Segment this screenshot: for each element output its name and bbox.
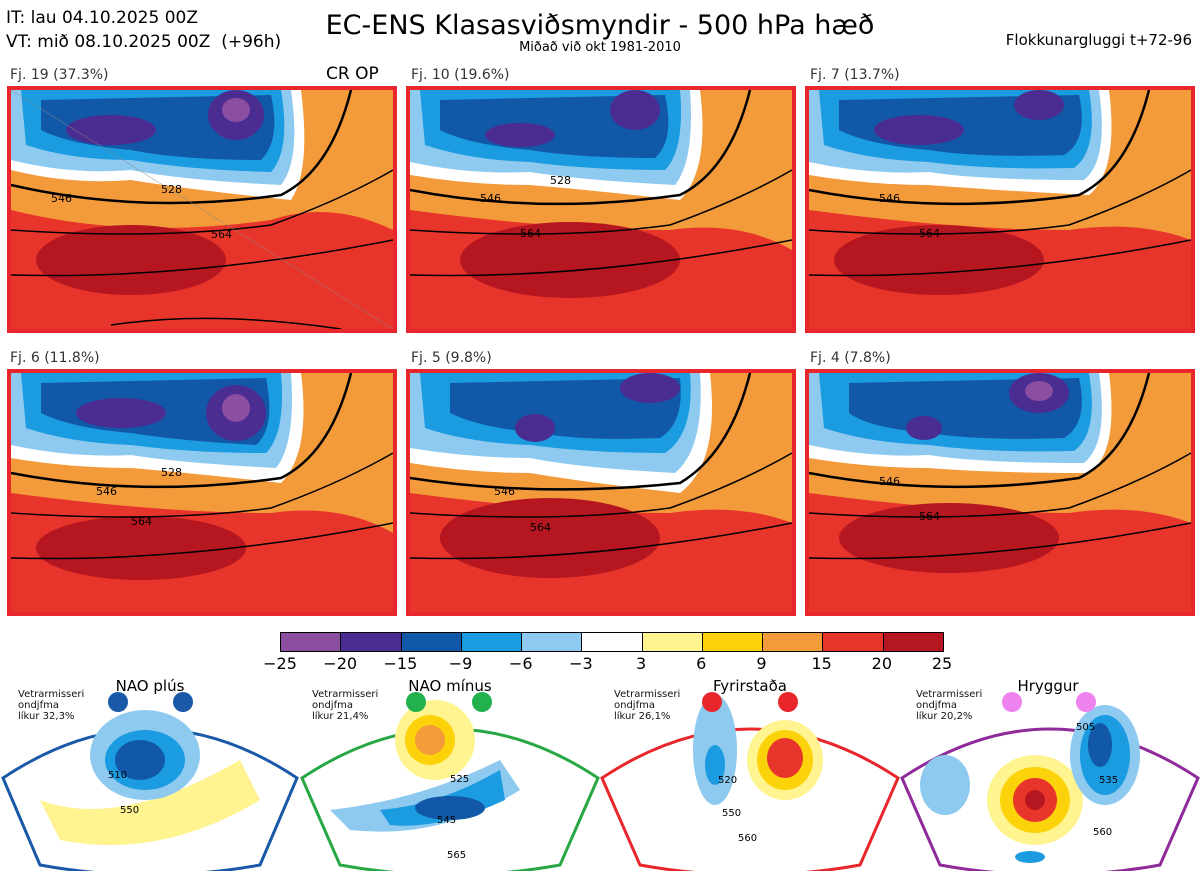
regime-contour-label: 525 bbox=[450, 774, 469, 785]
cluster-map-4: 528 546 564 bbox=[7, 369, 397, 616]
panel-label-3: Fj. 7 (13.7%) bbox=[810, 67, 900, 83]
colorbar-tick: −9 bbox=[448, 654, 473, 673]
page-subtitle: Miðað við okt 1981-2010 bbox=[519, 40, 681, 55]
colorbar-tick: 15 bbox=[811, 654, 832, 673]
regime-title-nao-minus: NAO mínus bbox=[408, 677, 492, 695]
panel-tag-1: CR OP bbox=[326, 64, 379, 84]
cluster-map-2: 528 546 564 bbox=[406, 86, 796, 333]
cluster-map-6: 546 564 bbox=[805, 369, 1195, 616]
colorbar bbox=[280, 632, 944, 652]
colorbar-swatch bbox=[522, 633, 583, 651]
regime-dot bbox=[173, 692, 193, 712]
classification-window: Flokkunargluggi t+72-96 bbox=[1005, 31, 1192, 49]
regime-map-nao-minus: 525 545 565 bbox=[300, 692, 600, 871]
panel-label-6: Fj. 4 (7.8%) bbox=[810, 350, 891, 366]
contour-label: 528 bbox=[161, 466, 182, 479]
colorbar-tick: −20 bbox=[323, 654, 358, 673]
colorbar-swatch bbox=[642, 633, 703, 651]
regime-dot bbox=[472, 692, 492, 712]
contour-label: 564 bbox=[530, 521, 551, 534]
regime-note-nao-minus: Vetrarmisseri ondjfma líkur 21,4% bbox=[312, 689, 379, 722]
colorbar-tick: −3 bbox=[569, 654, 593, 673]
colorbar-swatch bbox=[823, 633, 884, 651]
regime-contour-label: 510 bbox=[108, 770, 127, 781]
regime-dot bbox=[1076, 692, 1096, 712]
regime-contour-label: 545 bbox=[437, 815, 456, 826]
contour-label: 546 bbox=[494, 485, 515, 498]
regime-dot bbox=[778, 692, 798, 712]
contour-label: 564 bbox=[520, 227, 541, 240]
regime-note-blocking: Vetrarmisseri ondjfma líkur 26,1% bbox=[614, 689, 681, 722]
colorbar-swatch bbox=[582, 633, 643, 651]
regime-contour-label: 550 bbox=[722, 808, 741, 819]
panel-label-5: Fj. 5 (9.8%) bbox=[411, 350, 492, 366]
cluster-map-3: 546 564 bbox=[805, 86, 1195, 333]
regime-contour-label: 560 bbox=[1093, 827, 1112, 838]
regime-title-ridge: Hryggur bbox=[1017, 677, 1079, 695]
cluster-map-5: 546 564 bbox=[406, 369, 796, 616]
colorbar-swatch bbox=[341, 633, 402, 651]
colorbar-tick: 25 bbox=[931, 654, 953, 673]
contour-label: 546 bbox=[879, 192, 900, 205]
colorbar-tick: −25 bbox=[263, 654, 297, 673]
regime-contour-label: 560 bbox=[738, 833, 757, 844]
regime-contour-label: 550 bbox=[120, 805, 139, 816]
colorbar-tick: −15 bbox=[383, 654, 418, 673]
panel-label-4: Fj. 6 (11.8%) bbox=[10, 350, 100, 366]
colorbar-swatch bbox=[281, 633, 342, 651]
regime-contour-label: 505 bbox=[1076, 722, 1095, 733]
panel-label-1: Fj. 19 (37.3%) bbox=[10, 67, 109, 83]
regime-dot bbox=[702, 692, 722, 712]
colorbar-tick: −6 bbox=[508, 654, 533, 673]
regime-contour-label: 535 bbox=[1099, 775, 1118, 786]
valid-time: VT: mið 08.10.2025 00Z (+96h) bbox=[6, 32, 282, 52]
header-info: IT: lau 04.10.2025 00Z VT: mið 08.10.2025… bbox=[6, 6, 281, 54]
regime-map-blocking: 520 550 560 bbox=[600, 692, 900, 871]
colorbar-swatch bbox=[461, 633, 523, 651]
regime-maps: 510 550 525 545 565 520 550 560 bbox=[1, 692, 1200, 871]
regime-title-nao-plus: NAO plús bbox=[115, 677, 185, 695]
contour-label: 546 bbox=[480, 192, 501, 205]
regime-note-ridge: Vetrarmisseri ondjfma líkur 20,2% bbox=[916, 689, 983, 722]
page-title: EC-ENS Klasasviðsmyndir - 500 hPa hæð bbox=[325, 10, 875, 41]
issue-time: IT: lau 04.10.2025 00Z bbox=[6, 8, 198, 28]
contour-label: 528 bbox=[550, 174, 571, 187]
regime-map-ridge: 505 535 560 bbox=[900, 692, 1200, 871]
contour-label: 564 bbox=[131, 515, 152, 528]
regime-note-nao-plus: Vetrarmisseri ondjfma líkur 32,3% bbox=[18, 689, 85, 722]
cluster-map-1: 528 546 564 bbox=[7, 86, 397, 333]
regime-dot bbox=[1002, 692, 1022, 712]
colorbar-tick: 6 bbox=[696, 654, 707, 673]
contour-label: 564 bbox=[211, 228, 232, 241]
contour-label: 546 bbox=[879, 475, 900, 488]
regime-dot bbox=[406, 692, 426, 712]
colorbar-swatch bbox=[883, 633, 943, 651]
regime-map-nao-plus: 510 550 bbox=[1, 692, 299, 871]
colorbar-swatch bbox=[763, 633, 824, 651]
colorbar-ticks: −25 −20 −15 −9 −6 −3 3 6 9 15 20 25 bbox=[0, 654, 1200, 674]
colorbar-tick: 3 bbox=[635, 654, 647, 673]
regime-contour-label: 565 bbox=[447, 850, 466, 861]
contour-label: 564 bbox=[919, 510, 940, 523]
colorbar-tick: 20 bbox=[871, 654, 892, 673]
colorbar-swatch bbox=[702, 633, 764, 651]
panel-label-2: Fj. 10 (19.6%) bbox=[411, 67, 510, 83]
colorbar-swatch bbox=[401, 633, 462, 651]
contour-label: 546 bbox=[51, 192, 72, 205]
regime-contour-label: 520 bbox=[718, 775, 737, 786]
regime-title-blocking: Fyrirstaða bbox=[713, 677, 787, 695]
colorbar-tick: 9 bbox=[756, 654, 767, 673]
contour-label: 564 bbox=[919, 227, 940, 240]
regime-dot bbox=[108, 692, 128, 712]
contour-label: 528 bbox=[161, 183, 182, 196]
contour-label: 546 bbox=[96, 485, 117, 498]
